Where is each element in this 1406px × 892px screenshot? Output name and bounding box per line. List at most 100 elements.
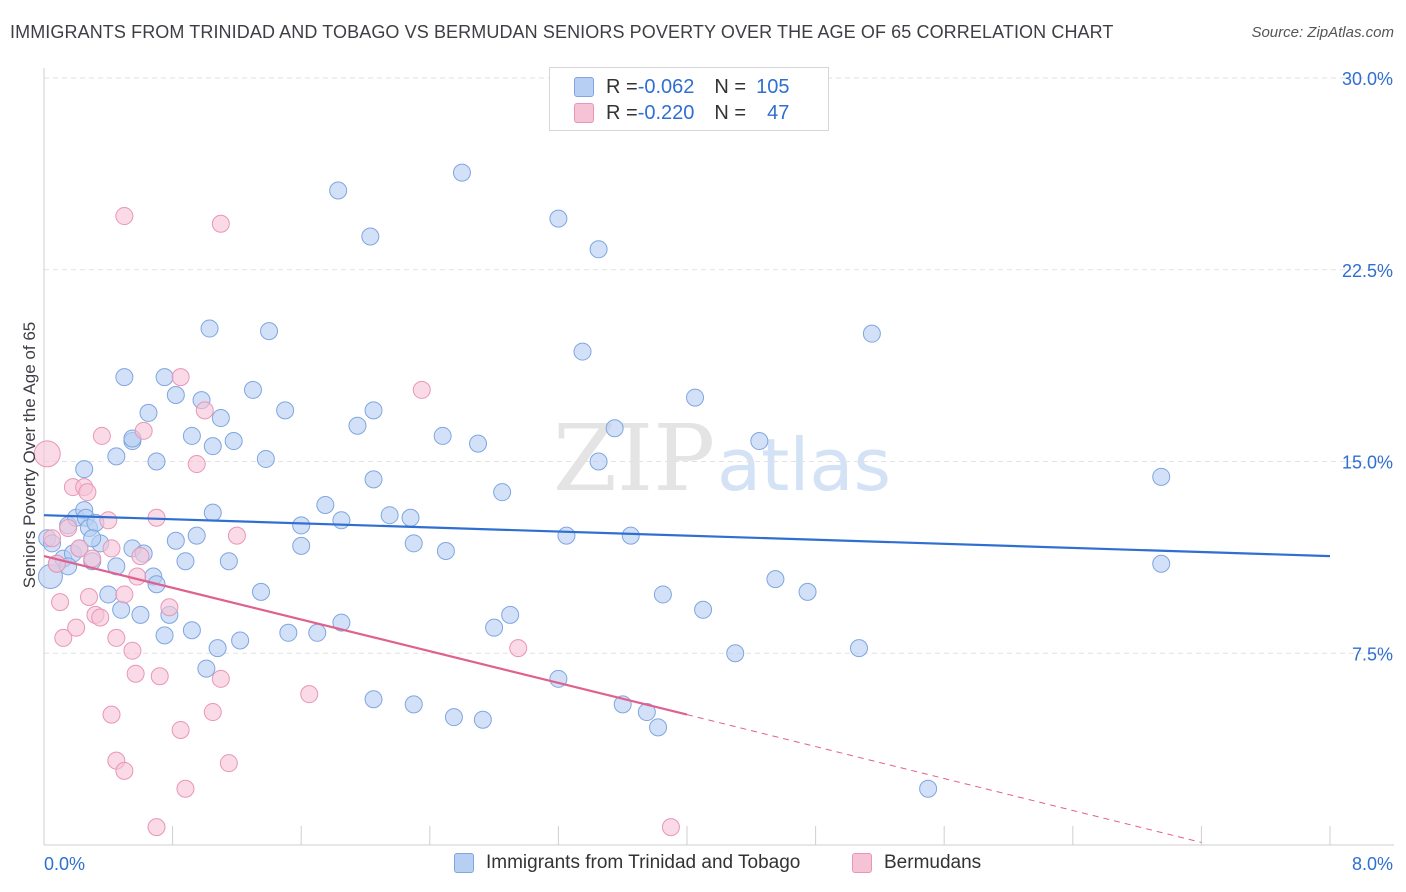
blue-point-81 [686, 388, 705, 407]
trend-line-bermudans [43, 555, 688, 716]
legend-r-label: R = [606, 101, 638, 124]
trend-line-trinidad [43, 514, 1331, 558]
blue-point-24 [182, 621, 201, 640]
x-tick-label-max: 8.0% [1352, 854, 1393, 874]
grid-lines [44, 77, 1394, 654]
y-tick-label-3: 30.0% [1342, 69, 1393, 89]
pink-point-1 [43, 529, 62, 548]
bottom-legend: Immigrants from Trinidad and Tobago Berm… [0, 852, 1406, 878]
legend-label-trinidad: Immigrants from Trinidad and Tobago [486, 852, 801, 873]
pink-point-15 [102, 539, 121, 558]
legend-item-bermudans: Bermudans [852, 852, 981, 874]
pink-point-26 [187, 455, 206, 474]
pink-point-22 [150, 667, 169, 686]
legend-n-label: N = [714, 75, 747, 98]
blue-point-47 [850, 639, 869, 658]
blue-point-71 [364, 470, 383, 489]
pink-point-42 [102, 705, 121, 724]
legend-row-trinidad: R = -0.062 N = 105 [574, 75, 789, 99]
blue-point-58 [182, 426, 201, 445]
legend-r-value: -0.062 [637, 75, 695, 98]
blue-point-63 [243, 380, 262, 399]
blue-point-73 [401, 508, 420, 527]
watermark: ZIP atlas [553, 405, 891, 512]
blue-point-75 [469, 434, 488, 453]
blue-point-55 [147, 452, 166, 471]
correlation-legend: R = -0.062 N = 105 R = -0.220 N = 47 [549, 67, 829, 131]
blue-point-95 [203, 503, 222, 522]
blue-point-46 [798, 582, 817, 601]
blue-point-64 [256, 449, 275, 468]
tick-labels: 7.5% 15.0% 22.5% 30.0% 0.0% 8.0% [44, 69, 1393, 874]
legend-row-bermudans: R = -0.220 N = 47 [574, 101, 789, 125]
blue-point-72 [380, 506, 399, 525]
blue-point-25 [187, 526, 206, 545]
blue-point-50 [75, 460, 94, 479]
pink-point-23 [160, 598, 179, 617]
blue-point-37 [473, 710, 492, 729]
blue-point-92 [573, 342, 592, 361]
blue-point-38 [485, 618, 504, 637]
pink-point-32 [115, 207, 134, 226]
blue-point-90 [549, 209, 568, 228]
pink-point-12 [91, 608, 110, 627]
blue-point-78 [589, 452, 608, 471]
blue-point-103 [766, 570, 785, 589]
blue-point-56 [155, 368, 174, 387]
blue-point-36 [444, 708, 463, 727]
legend-r-value: -0.220 [637, 101, 695, 124]
blue-point-66 [292, 536, 311, 555]
blue-point-91 [589, 240, 608, 259]
pink-point-27 [195, 401, 214, 420]
legend-r-label: R = [606, 75, 638, 98]
legend-label-bermudans: Bermudans [884, 852, 982, 873]
pink-point-29 [211, 669, 230, 688]
series-trinidad-points [37, 163, 1171, 798]
pink-point-45 [131, 547, 150, 566]
pink-point-17 [115, 585, 134, 604]
legend-n-value: 105 [756, 75, 790, 98]
pink-point-33 [211, 214, 230, 233]
blue-point-99 [83, 529, 102, 548]
legend-item-trinidad: Immigrants from Trinidad and Tobago [454, 852, 800, 874]
blue-point-87 [329, 181, 348, 200]
blue-point-34 [364, 690, 383, 709]
blue-point-26 [197, 659, 216, 678]
blue-point-101 [404, 534, 423, 553]
pink-point-18 [123, 641, 142, 660]
blue-point-65 [276, 401, 295, 420]
legend-swatch-pink [852, 853, 872, 873]
blue-point-17 [131, 605, 150, 624]
blue-point-102 [653, 585, 672, 604]
blue-point-83 [862, 324, 881, 343]
blue-point-84 [1152, 467, 1171, 486]
pink-point-9 [78, 483, 97, 502]
blue-point-76 [493, 483, 512, 502]
pink-point-28 [203, 703, 222, 722]
y-axis-title: Seniors Poverty Over the Age of 65 [20, 321, 39, 589]
pink-point-35 [412, 380, 431, 399]
watermark-atlas: atlas [717, 423, 891, 507]
blue-point-33 [332, 613, 351, 632]
blue-point-79 [605, 419, 624, 438]
trend-lines [43, 514, 1331, 843]
blue-point-20 [155, 626, 174, 645]
blue-point-74 [433, 426, 452, 445]
legend-n-label: N = [714, 101, 747, 124]
pink-point-20 [134, 421, 153, 440]
blue-point-57 [166, 386, 185, 405]
pink-point-24 [171, 720, 190, 739]
y-tick-label-2: 22.5% [1342, 261, 1393, 281]
blue-point-61 [211, 409, 230, 428]
blue-point-48 [919, 779, 938, 798]
blue-point-32 [308, 623, 327, 642]
pink-point-30 [219, 754, 238, 773]
pink-point-19 [126, 664, 145, 683]
blue-point-43 [649, 718, 668, 737]
legend-n-value: 47 [767, 101, 790, 124]
blue-point-30 [252, 582, 271, 601]
blue-point-97 [436, 541, 455, 560]
y-tick-label-0: 7.5% [1352, 644, 1393, 664]
pink-point-31 [227, 526, 246, 545]
